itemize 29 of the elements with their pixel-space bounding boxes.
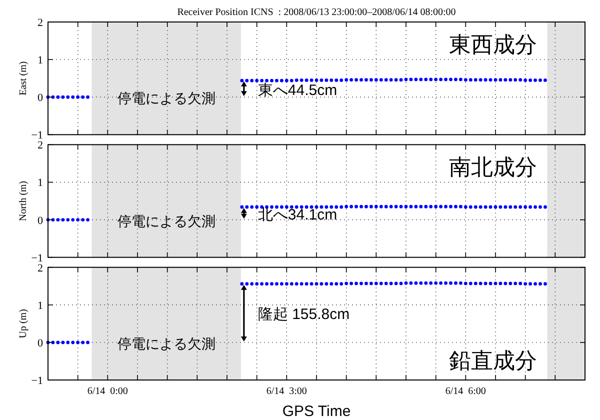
y-tick-label: 2 [38, 140, 43, 152]
y-tick-label: 0 [38, 92, 44, 104]
y-axis-title: Up (m) [18, 309, 29, 338]
y-tick-label: 2 [38, 262, 43, 274]
annotation: 隆起 155.8cm [258, 306, 350, 324]
annotation: 停電による欠測 [117, 335, 216, 352]
y-axis-title: East (m) [18, 61, 29, 96]
chart-title: Receiver Position ICNS : 2008/06/13 23:00:00–2008/06/14 08:00:00 [177, 7, 456, 18]
x-tick-label: 6/14 0:00 [87, 386, 128, 397]
y-tick-label: 1 [38, 54, 43, 67]
y-tick-label: 1 [38, 177, 43, 190]
annotation: 停電による欠測 [117, 90, 216, 106]
y-tick-label: −1 [31, 252, 43, 264]
annotation: 東西成分 [449, 32, 537, 57]
annotation: 停電による欠測 [117, 212, 216, 229]
y-tick-label: 1 [38, 300, 43, 312]
y-tick-label: 2 [38, 17, 43, 29]
y-tick-label: 0 [38, 337, 44, 350]
y-axis-title: North (m) [18, 180, 29, 222]
x-tick-label: 6/14 3:00 [266, 386, 307, 397]
annotation: 鉛直成分 [449, 348, 537, 373]
x-tick-label: 6/14 6:00 [445, 386, 486, 397]
annotation: 北へ34.1cm [258, 206, 338, 224]
y-tick-label: 0 [38, 214, 44, 227]
y-tick-label: −1 [31, 375, 43, 387]
annotation: 南北成分 [449, 154, 537, 180]
y-tick-label: −1 [31, 130, 43, 142]
x-axis-title: GPS Time [282, 403, 351, 420]
annotation: 東へ44.5cm [258, 82, 338, 99]
